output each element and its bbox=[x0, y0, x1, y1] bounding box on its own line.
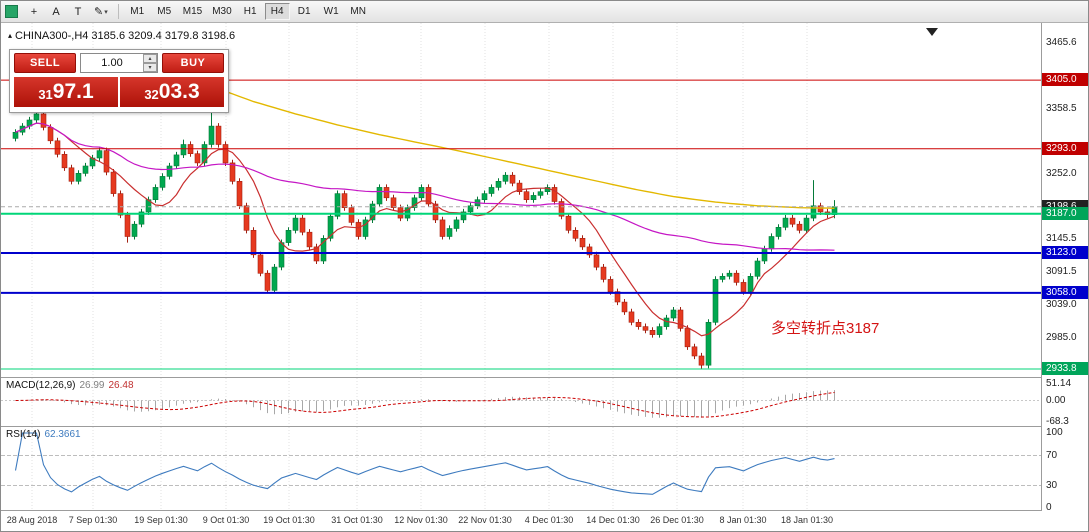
time-label: 28 Aug 2018 bbox=[6, 515, 58, 525]
time-label: 19 Sep 01:30 bbox=[134, 515, 188, 525]
rsi-header: RSI(14) 62.3661 bbox=[6, 429, 81, 440]
macd-chart-svg bbox=[1, 378, 1041, 426]
timeframe-button-mn[interactable]: MN bbox=[346, 3, 371, 20]
price-tick-3091.5: 3091.5 bbox=[1046, 266, 1077, 278]
time-label: 7 Sep 01:30 bbox=[68, 515, 118, 525]
volume-value[interactable]: 1.00 bbox=[101, 57, 123, 69]
price-prefix: 31 bbox=[38, 87, 53, 102]
price-chip-3058.0: 3058.0 bbox=[1042, 285, 1088, 299]
price-tick-3039.0: 3039.0 bbox=[1046, 298, 1077, 310]
one-click-trading-panel: SELL 1.00 ▴ ▾ BUY 31 97.1 32 03.3 bbox=[9, 49, 229, 113]
price-prefix: 32 bbox=[144, 87, 159, 102]
panel-separator[interactable] bbox=[1, 426, 1088, 427]
time-axis: 28 Aug 2018 7 Sep 01:30 19 Sep 01:30 9 Oct … bbox=[1, 511, 1088, 531]
price-tick-3465.6: 3465.6 bbox=[1046, 37, 1077, 48]
volume-decrease-button[interactable]: ▾ bbox=[143, 63, 157, 72]
price-chip-3405.0: 3405.0 bbox=[1042, 73, 1088, 87]
panel-separator bbox=[1, 510, 1088, 511]
sell-button[interactable]: SELL bbox=[14, 53, 76, 73]
symbol-marker-icon: ▴ bbox=[8, 31, 13, 40]
macd-tick--68.3: -68.3 bbox=[1046, 416, 1069, 428]
draw-tool-button[interactable]: ✎ ▾ bbox=[90, 3, 112, 21]
rsi-tick-70: 70 bbox=[1046, 449, 1058, 461]
time-label: 4 Dec 01:30 bbox=[524, 515, 574, 525]
time-label: 12 Nov 01:30 bbox=[394, 515, 448, 525]
time-label: 8 Jan 01:30 bbox=[719, 515, 767, 525]
toolbar: + A T ✎ ▾ M1 M5 M15 M30 H1 H4 D1 W1 MN bbox=[1, 1, 1088, 23]
timeframe-button-h1[interactable]: H1 bbox=[238, 3, 263, 20]
candlestick-series bbox=[12, 102, 838, 369]
panel-separator[interactable] bbox=[1, 377, 1088, 378]
bid-price-button[interactable]: 31 97.1 bbox=[14, 77, 118, 107]
rsi-tick-30: 30 bbox=[1046, 479, 1058, 491]
toolbar-separator bbox=[117, 4, 119, 19]
volume-increase-button[interactable]: ▴ bbox=[143, 54, 157, 63]
macd-tick-0.00: 0.00 bbox=[1046, 394, 1066, 406]
rsi-panel[interactable]: RSI(14) 62.3661 bbox=[1, 427, 1041, 510]
price-axis: 3465.6 3358.5 3252.0 3145.5 3091.5 3039.0 2985… bbox=[1042, 23, 1088, 513]
timeframe-button-m15[interactable]: M15 bbox=[179, 3, 206, 20]
chart-annotation-text: 多空转折点3187 bbox=[771, 320, 880, 337]
price-chip-3293.0: 3293.0 bbox=[1042, 141, 1088, 155]
macd-label: MACD(12,26,9) bbox=[6, 380, 76, 391]
chart-shift-marker-icon bbox=[926, 28, 938, 36]
price-chip-2933.8: 2933.8 bbox=[1042, 361, 1088, 375]
timeframe-button-h4[interactable]: H4 bbox=[264, 3, 290, 20]
rsi-value: 62.3661 bbox=[44, 429, 81, 440]
timeframe-buttons-group: M1 M5 M15 M30 H1 H4 D1 W1 MN bbox=[124, 3, 372, 20]
price-chip-3187.0: 3187.0 bbox=[1042, 206, 1088, 220]
shapes-tool-button[interactable]: T bbox=[68, 3, 88, 21]
price-tick-3145.5: 3145.5 bbox=[1046, 233, 1077, 245]
timeframe-button-d1[interactable]: D1 bbox=[292, 3, 317, 20]
buy-button[interactable]: BUY bbox=[162, 53, 224, 73]
time-label: 9 Oct 01:30 bbox=[202, 515, 250, 525]
ohlc-text: CHINA300-,H4 3185.6 3209.4 3179.8 3198.6 bbox=[15, 30, 236, 42]
volume-field[interactable]: 1.00 ▴ ▾ bbox=[80, 53, 158, 73]
price-tick-2985.0: 2985.0 bbox=[1046, 331, 1077, 343]
drawing-tools-group: + A T ✎ ▾ bbox=[23, 3, 113, 21]
macd-tick-51.14: 51.14 bbox=[1046, 378, 1072, 390]
time-label: 22 Nov 01:30 bbox=[458, 515, 512, 525]
macd-header: MACD(12,26,9) 26.99 26.48 bbox=[6, 380, 134, 391]
axis-separator bbox=[1041, 23, 1042, 511]
price-big-digits: 03.3 bbox=[158, 80, 200, 103]
macd-signal-value: 26.48 bbox=[108, 380, 134, 391]
timeframe-button-w1[interactable]: W1 bbox=[319, 3, 344, 20]
timeframe-button-m1[interactable]: M1 bbox=[125, 3, 150, 20]
main-chart-area[interactable]: ▴ CHINA300-,H4 3185.6 3209.4 3179.8 3198.… bbox=[1, 23, 1041, 377]
app-icon bbox=[5, 5, 18, 18]
candlestick-chart-svg bbox=[1, 23, 1041, 377]
time-label: 14 Dec 01:30 bbox=[586, 515, 640, 525]
dropdown-caret-icon: ▾ bbox=[104, 8, 108, 16]
time-label: 26 Dec 01:30 bbox=[650, 515, 704, 525]
macd-main-value: 26.99 bbox=[79, 380, 105, 391]
timeframe-button-m5[interactable]: M5 bbox=[152, 3, 177, 20]
price-tick-3252.0: 3252.0 bbox=[1046, 167, 1077, 179]
rsi-tick-0: 0 bbox=[1046, 502, 1052, 513]
rsi-chart-svg bbox=[1, 427, 1041, 510]
time-label: 19 Oct 01:30 bbox=[263, 515, 315, 525]
rsi-tick-100: 100 bbox=[1046, 427, 1063, 438]
price-tick-3358.5: 3358.5 bbox=[1046, 102, 1077, 114]
price-chip-3123.0: 3123.0 bbox=[1042, 246, 1088, 259]
timeframe-button-m30[interactable]: M30 bbox=[208, 3, 235, 20]
ohlc-readout: ▴ CHINA300-,H4 3185.6 3209.4 3179.8 3198.… bbox=[8, 30, 235, 42]
rsi-label: RSI(14) bbox=[6, 429, 41, 440]
crosshair-tool-button[interactable]: + bbox=[24, 3, 44, 21]
time-label: 31 Oct 01:30 bbox=[331, 515, 383, 525]
time-label: 18 Jan 01:30 bbox=[780, 515, 834, 525]
ask-price-button[interactable]: 32 03.3 bbox=[120, 77, 224, 107]
volume-spinner: ▴ ▾ bbox=[143, 54, 157, 72]
text-tool-button[interactable]: A bbox=[46, 3, 66, 21]
macd-panel[interactable]: MACD(12,26,9) 26.99 26.48 bbox=[1, 378, 1041, 426]
price-big-digits: 97.1 bbox=[52, 80, 94, 103]
